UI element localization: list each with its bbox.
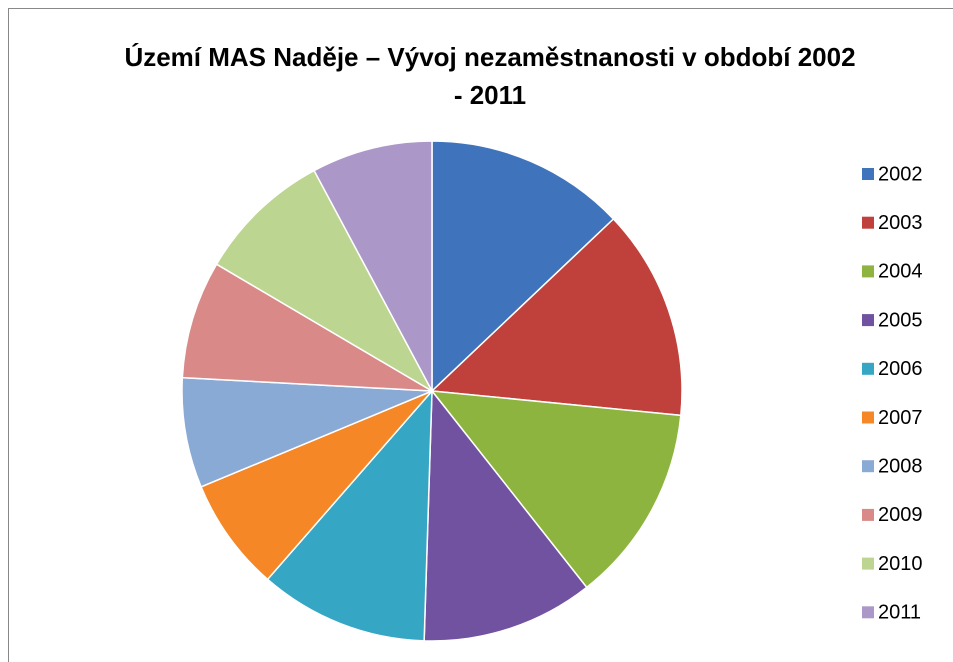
- pie-slice: [430, 390, 682, 589]
- legend-label: 2003: [878, 212, 923, 234]
- pie-slice: [200, 390, 433, 581]
- pie-slice: [430, 217, 683, 417]
- legend-swatch: [862, 557, 874, 570]
- legend-swatch: [862, 411, 874, 424]
- legend-label: 2009: [878, 504, 923, 526]
- legend-swatch: [862, 508, 874, 521]
- legend-label: 2007: [878, 407, 923, 429]
- legend-swatch: [862, 362, 874, 375]
- pie-slice: [181, 376, 433, 488]
- legend-label: 2010: [878, 553, 923, 575]
- chart-border: [8, 8, 953, 662]
- pie-slice: [431, 140, 615, 393]
- legend-swatch: [862, 216, 874, 229]
- legend-swatch: [862, 265, 874, 278]
- legend-label: 2005: [878, 309, 923, 331]
- legend-swatch: [862, 460, 874, 473]
- legend-swatch: [862, 314, 874, 327]
- pie-slice: [266, 388, 433, 642]
- legend-label: 2002: [878, 163, 923, 185]
- legend-swatch: [862, 606, 874, 619]
- pie-slice: [215, 169, 434, 394]
- legend-label: 2008: [878, 455, 923, 477]
- legend-label: 2006: [878, 358, 923, 380]
- legend-swatch: [862, 168, 874, 180]
- pie-slice: [423, 388, 588, 642]
- chart-title: Území MAS Naděje – Vývoj nezaměstnanosti…: [124, 42, 856, 110]
- pie-slice: [313, 140, 433, 392]
- legend-label: 2011: [878, 602, 921, 624]
- legend-label: 2004: [878, 261, 923, 283]
- pie-slice: [181, 263, 433, 392]
